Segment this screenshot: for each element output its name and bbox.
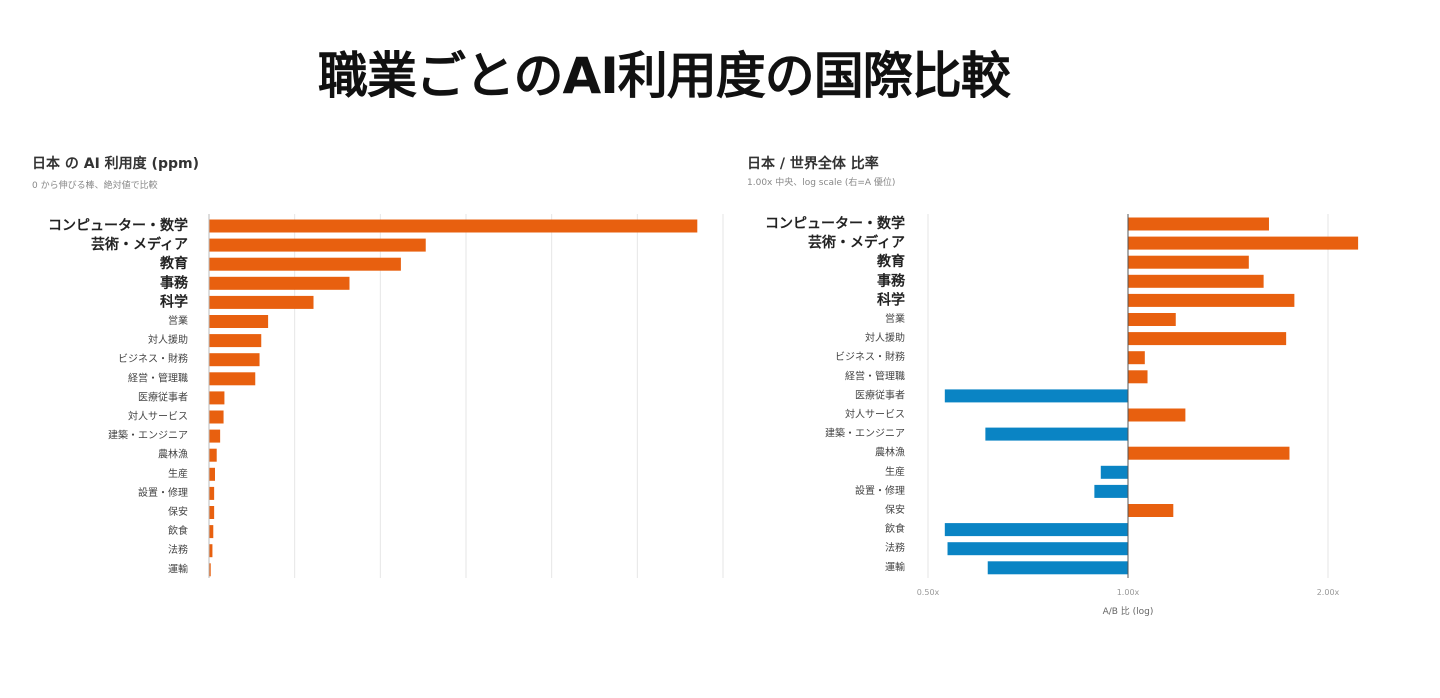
bar (209, 410, 224, 424)
bar (209, 544, 213, 558)
category-label: 建築・エンジニア (108, 429, 188, 442)
category-label: コンピューター・数学 (48, 217, 188, 234)
bar (1128, 408, 1186, 422)
bar (1128, 313, 1176, 326)
x-tick-label: 1.00x (1117, 588, 1140, 597)
bar (209, 563, 211, 577)
bar (1128, 504, 1174, 517)
category-label: 設置・修理 (138, 486, 188, 499)
category-label: 対人援助 (865, 331, 905, 344)
bar (209, 467, 215, 481)
category-label: 設置・修理 (855, 484, 905, 497)
left-chart-title: 日本 の AI 利用度 (ppm) (32, 156, 199, 172)
bar (209, 334, 262, 348)
bar (209, 353, 260, 367)
left-chart-subtitle: 0 から伸びる棒、絶対値で比較 (32, 181, 158, 191)
bar (987, 561, 1128, 575)
bar (985, 427, 1128, 441)
page-title: 職業ごとのAI利用度の国際比較 (318, 47, 1011, 105)
category-label: 科学 (877, 291, 905, 308)
category-label: 対人サービス (845, 408, 905, 421)
x-axis-label: A/B 比 (log) (1103, 605, 1154, 617)
right-chart-title: 日本 / 世界全体 比率 (747, 156, 879, 172)
x-tick-label: 2.00x (1317, 588, 1340, 597)
bar (944, 389, 1128, 403)
x-tick-label: 0.50x (917, 588, 940, 597)
bar (1100, 465, 1128, 479)
category-label: 農林漁 (875, 446, 905, 459)
bar (209, 448, 217, 462)
category-label: 教育 (160, 255, 188, 272)
category-label: 芸術・メディア (91, 236, 188, 253)
category-label: 医療従事者 (138, 390, 188, 403)
bar (947, 542, 1128, 556)
bar (209, 525, 214, 539)
bar (1128, 255, 1249, 269)
bar (209, 372, 256, 386)
category-label: 対人サービス (128, 410, 188, 423)
category-label: 芸術・メディア (808, 234, 905, 251)
category-label: 建築・エンジニア (825, 427, 905, 440)
category-label: 運輸 (885, 560, 905, 573)
category-label: 医療従事者 (855, 388, 905, 401)
category-label: 経営・管理職 (128, 371, 188, 384)
bar (1128, 370, 1148, 384)
bar (209, 391, 225, 405)
bar (1128, 293, 1295, 307)
bar (209, 219, 698, 233)
bar (209, 315, 269, 328)
bar (209, 276, 350, 290)
bar (209, 506, 215, 519)
category-label: 経営・管理職 (845, 369, 905, 382)
category-label: 営業 (168, 314, 188, 327)
category-label: 教育 (877, 253, 905, 270)
bar (1128, 351, 1145, 365)
category-label: ビジネス・財務 (118, 352, 188, 365)
category-label: 運輸 (168, 562, 188, 575)
category-label: 事務 (877, 272, 906, 289)
category-label: ビジネス・財務 (835, 350, 905, 363)
category-label: 保安 (168, 505, 188, 518)
category-label: コンピューター・数学 (765, 215, 905, 232)
category-label: 事務 (160, 274, 189, 291)
category-label: 生産 (168, 467, 188, 480)
category-label: 生産 (885, 465, 905, 478)
category-label: 法務 (885, 541, 905, 554)
bar (209, 486, 215, 500)
bar (1094, 484, 1128, 498)
category-label: 科学 (160, 293, 188, 310)
category-label: 飲食 (168, 524, 188, 537)
category-label: 対人援助 (148, 333, 188, 346)
right-chart-subtitle: 1.00x 中央、log scale (右=A 優位) (747, 178, 896, 188)
bar (209, 295, 314, 309)
category-label: 営業 (885, 312, 905, 325)
category-label: 保安 (885, 503, 905, 516)
bar (1128, 217, 1269, 231)
category-label: 法務 (168, 543, 188, 556)
bar (1128, 274, 1264, 288)
bar (1128, 236, 1359, 250)
category-label: 農林漁 (158, 448, 188, 461)
bar (209, 257, 401, 271)
bar (1128, 332, 1287, 346)
category-label: 飲食 (885, 522, 905, 535)
bar (944, 523, 1128, 537)
bar (209, 238, 426, 252)
bar (1128, 446, 1290, 460)
bar (209, 429, 221, 443)
